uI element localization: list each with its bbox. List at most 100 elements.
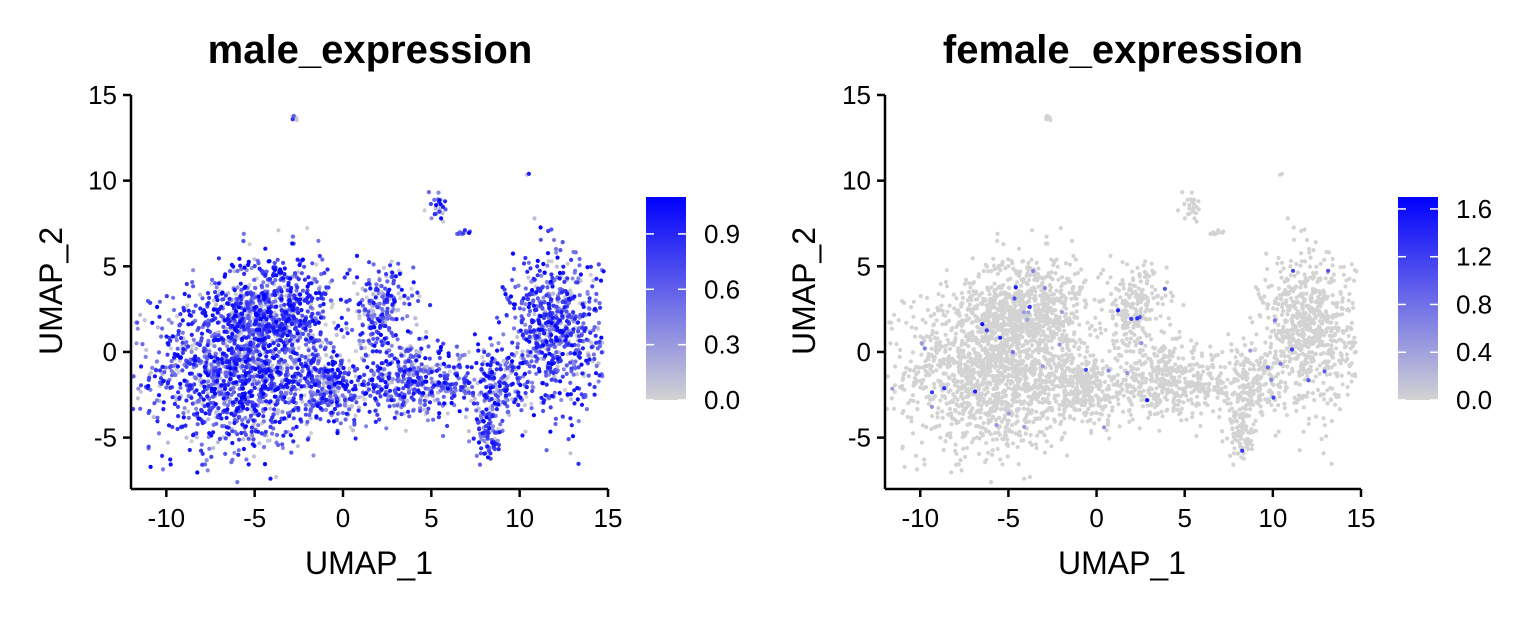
cell-point [196, 422, 200, 426]
cell-point [407, 414, 411, 418]
cell-point [341, 393, 345, 397]
cell-point [1034, 442, 1038, 446]
cell-point [274, 305, 278, 309]
cell-point [252, 444, 256, 448]
cell-point [295, 118, 299, 122]
cell-point [481, 419, 485, 423]
cell-point [293, 271, 297, 275]
cell-point [593, 385, 597, 389]
cell-point [230, 458, 234, 462]
cell-point [135, 321, 139, 325]
cell-point [888, 341, 892, 345]
cell-point [561, 415, 565, 419]
cell-point [493, 401, 497, 405]
cell-point [362, 373, 366, 377]
cell-point [541, 262, 545, 266]
cell-point [232, 421, 236, 425]
cell-point [517, 365, 521, 369]
cell-point [320, 257, 324, 261]
cell-point [140, 342, 144, 346]
cell-point [289, 391, 293, 395]
cell-point [343, 275, 347, 279]
cell-point [209, 362, 213, 366]
cell-point [378, 278, 382, 282]
cell-point [462, 396, 466, 400]
cell-point [290, 322, 294, 326]
cell-point [209, 455, 213, 459]
cell-point [177, 370, 181, 374]
cell-point [472, 401, 476, 405]
cell-point [495, 316, 499, 320]
cell-point [224, 354, 228, 358]
cell-point [1088, 333, 1092, 337]
cell-point [563, 300, 567, 304]
cell-point [555, 339, 559, 343]
cell-point [210, 278, 214, 282]
cell-point [439, 345, 443, 349]
cell-point [400, 317, 404, 321]
cell-point [205, 302, 209, 306]
cell-point [387, 371, 391, 375]
cell-point [571, 276, 575, 280]
cell-point [295, 285, 299, 289]
cell-point [247, 437, 251, 441]
cell-point [309, 336, 313, 340]
cell-point [264, 354, 268, 358]
cell-point [388, 263, 392, 267]
cell-point [330, 400, 334, 404]
cell-point [549, 280, 553, 284]
cell-point [264, 399, 268, 403]
cell-point [472, 378, 476, 382]
cell-point [171, 334, 175, 338]
cell-point [245, 301, 249, 305]
cell-point [553, 378, 557, 382]
cell-point [482, 439, 486, 443]
cell-point [344, 300, 348, 304]
cell-point [367, 260, 371, 264]
cell-point [558, 276, 562, 280]
cell-point [938, 359, 942, 363]
cell-point [411, 265, 415, 269]
cell-point [288, 277, 292, 281]
cell-point [960, 404, 964, 408]
cell-point [380, 295, 384, 299]
cell-point [317, 287, 321, 291]
cell-point [221, 361, 225, 365]
cell-point [922, 457, 926, 461]
cell-point [519, 329, 523, 333]
cell-point [138, 407, 142, 411]
cell-point [202, 398, 206, 402]
cell-point [285, 333, 289, 337]
cell-point [330, 411, 334, 415]
cell-point [914, 326, 918, 330]
cell-point [263, 462, 267, 466]
cell-point [914, 454, 918, 458]
cell-point [545, 448, 549, 452]
cell-point [294, 359, 298, 363]
cell-point [911, 350, 915, 354]
cell-point [296, 311, 300, 315]
cell-point [225, 425, 229, 429]
cell-point [406, 359, 410, 363]
cell-point [182, 415, 186, 419]
cell-point [203, 411, 207, 415]
cell-point [275, 399, 279, 403]
cell-point [197, 326, 201, 330]
cell-point [183, 406, 187, 410]
cell-point [375, 337, 379, 341]
cell-point [403, 370, 407, 374]
cell-point [331, 360, 335, 364]
cell-point [548, 366, 552, 370]
cell-point [293, 392, 297, 396]
cell-point [161, 407, 165, 411]
cell-point [276, 411, 280, 415]
cell-point [291, 439, 295, 443]
cell-point [576, 462, 580, 466]
cell-point [148, 301, 152, 305]
cell-point [488, 451, 492, 455]
cell-point [514, 372, 518, 376]
cell-point [348, 268, 352, 272]
cell-point [161, 365, 165, 369]
cell-point [417, 337, 421, 341]
cell-point [534, 345, 538, 349]
